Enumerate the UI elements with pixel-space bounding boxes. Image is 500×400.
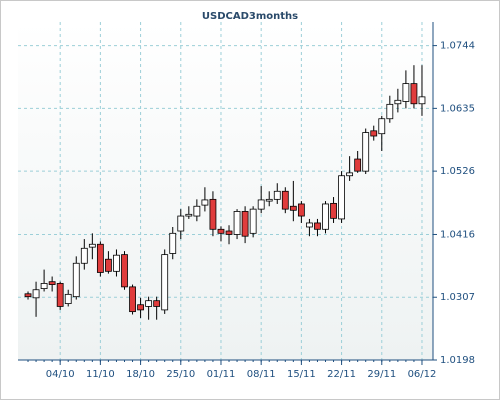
candle-body (289, 205, 297, 211)
y-tick-label: 1.0635 (440, 103, 475, 114)
candle-body (330, 202, 337, 219)
candle-body (129, 286, 136, 313)
candle-body (378, 118, 386, 135)
y-tick-label: 1.0307 (440, 292, 475, 303)
candle-body (88, 243, 96, 248)
candle-body (273, 190, 281, 200)
candle-body (410, 83, 418, 105)
candle-body (402, 83, 410, 102)
plot-area (18, 22, 433, 360)
candle-body (121, 254, 128, 288)
y-tick-label: 1.0744 (440, 41, 475, 52)
candle-body (297, 203, 305, 217)
candle-body (177, 215, 185, 232)
candle-body (56, 283, 64, 307)
candle-body (113, 254, 120, 272)
x-tick-label: 22/11 (327, 369, 356, 380)
x-tick-label: 11/10 (86, 369, 115, 380)
candle-body (322, 203, 329, 230)
candle-body (225, 230, 233, 235)
candle-body (209, 198, 217, 230)
candle-body (193, 205, 201, 217)
candle-body (257, 199, 265, 210)
candle-body (201, 199, 209, 206)
y-tick-label: 1.0526 (440, 166, 475, 177)
candle-body (80, 247, 88, 264)
candle-body (241, 211, 249, 237)
x-tick-label: 04/10 (46, 369, 75, 380)
candle-body (40, 283, 48, 289)
candle-body (265, 198, 273, 202)
candle-body (281, 190, 289, 210)
x-tick-label: 29/11 (367, 369, 396, 380)
x-tick-label: 25/10 (166, 369, 195, 380)
x-tick-label: 18/10 (126, 369, 155, 380)
candle-body (386, 103, 394, 120)
candle-body (346, 172, 354, 177)
x-tick-label: 01/11 (207, 369, 236, 380)
chart-title: USDCAD3months (202, 11, 298, 22)
candle-body (233, 211, 241, 235)
x-tick-label: 15/11 (287, 369, 316, 380)
candle-body (217, 228, 225, 234)
candle-body (362, 132, 370, 172)
candle-body (314, 222, 321, 230)
candle-body (394, 99, 402, 105)
candle-body (161, 254, 169, 311)
x-tick-label: 08/11 (247, 369, 276, 380)
candle-body (306, 222, 313, 228)
candle-body (137, 304, 144, 311)
candle-body (153, 300, 161, 307)
candle-body (249, 208, 257, 234)
candle-body (48, 281, 56, 285)
candle-body (24, 293, 32, 298)
candle-body (418, 96, 426, 105)
candle-body (145, 300, 153, 307)
y-tick-label: 1.0416 (440, 229, 475, 240)
candle-body (185, 213, 193, 217)
candle-body (338, 175, 345, 220)
candle-body (64, 293, 72, 304)
candle-body (354, 158, 362, 172)
x-tick-label: 06/12 (408, 369, 437, 380)
candle-body (105, 258, 112, 272)
candle-body (72, 262, 80, 298)
candle-body (169, 232, 177, 254)
candle-body (96, 243, 104, 273)
y-tick-label: 1.0198 (440, 355, 475, 366)
candle-body (32, 289, 40, 299)
candle-body (370, 130, 378, 137)
